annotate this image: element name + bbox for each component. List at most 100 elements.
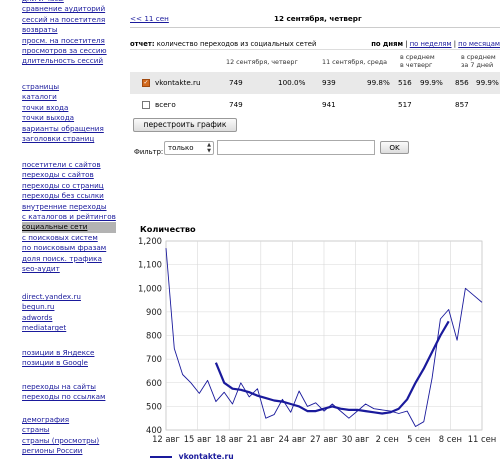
sidebar-link[interactable]: демография: [22, 415, 70, 424]
chart-title: Количество: [140, 224, 196, 234]
sidebar-link[interactable]: внутренние переходы: [22, 201, 107, 211]
sidebar-link[interactable]: с поисковых систем: [22, 232, 98, 242]
sidebar-link[interactable]: каталоги: [22, 92, 57, 102]
sidebar-link[interactable]: доля поиск. трафика: [22, 253, 102, 263]
filter-label: Фильтр:: [134, 148, 164, 156]
sidebar-link[interactable]: с каталогов и рейтингов: [22, 212, 116, 222]
y-tick-label: 1,000: [138, 283, 162, 293]
sidebar-link[interactable]: точки входа: [22, 102, 69, 112]
legend-label: vkontakte.ru: [178, 452, 234, 461]
y-tick-label: 600: [146, 378, 162, 388]
col-header-yesterday: 11 сентября, среда: [322, 58, 388, 66]
x-tick-label: 15 авг: [184, 434, 212, 444]
sidebar-link[interactable]: direct.yandex.ru: [22, 292, 81, 301]
col-header-today: 12 сентября, четверг: [226, 58, 298, 66]
sidebar-link[interactable]: переходы по ссылкам: [22, 392, 106, 402]
prev-day-link[interactable]: << 11 сен: [130, 14, 169, 23]
sidebar-link[interactable]: переходы с сайтов: [22, 170, 94, 180]
sidebar-link[interactable]: страны: [22, 425, 50, 435]
y-tick-label: 900: [146, 307, 162, 317]
main-panel: << 11 сен 12 сентября, четверг отчет: ко…: [130, 0, 500, 463]
y-tick-label: 700: [146, 354, 162, 364]
row-value-today: 749: [229, 78, 243, 87]
sidebar-link[interactable]: позиции в Яндексе: [22, 348, 95, 357]
y-tick-label: 400: [146, 425, 162, 435]
period-modes: по дням | по неделям | по месяцам: [371, 40, 500, 48]
date-bar: << 11 сен 12 сентября, четверг: [130, 8, 500, 28]
table-header: 12 сентября, четверг 11 сентября, среда …: [130, 49, 500, 73]
row-name: vkontakte.ru: [155, 78, 201, 87]
sidebar-link[interactable]: варианты обращения: [22, 123, 104, 133]
sidebar-link[interactable]: сравнение аудиторий: [22, 4, 106, 14]
row-pct-today: 100.0%: [278, 78, 306, 87]
sidebar-group-sources: посетители с сайтов переходы с сайтов пере…: [22, 160, 116, 274]
x-tick-label: 11 сен: [468, 434, 497, 444]
sidebar-link[interactable]: регионы России: [22, 446, 83, 456]
row-value-yesterday: 939: [322, 78, 336, 87]
sidebar-link[interactable]: mediatarget: [22, 323, 67, 333]
report-text: количество переходов из социальных сетей: [156, 40, 317, 48]
sidebar-link[interactable]: по поисковым фразам: [22, 243, 107, 253]
sidebar-group-outbound: переходы на сайты переходы по ссылкам: [22, 382, 105, 403]
row-name: всего: [155, 100, 176, 109]
x-tick-label: 8 сен: [439, 434, 462, 444]
sidebar-link[interactable]: просмотров за сессию: [22, 46, 107, 56]
sidebar-link[interactable]: длительность сессий: [22, 56, 104, 66]
sidebar-link[interactable]: заголовки страниц: [22, 134, 95, 144]
sidebar-link[interactable]: adwords: [22, 312, 53, 322]
rebuild-chart-button[interactable]: перестроить график: [133, 118, 237, 132]
sidebar-group-positions: позиции в Яндексе позиции в Google: [22, 348, 94, 369]
y-tick-label: 1,100: [138, 260, 162, 270]
sidebar-group-pages: страницы каталоги точки входа точки выхода в…: [22, 82, 104, 144]
sidebar-link[interactable]: seo-аудит: [22, 264, 60, 274]
sidebar-link[interactable]: возвраты: [22, 25, 58, 35]
table-row[interactable]: всего 749 941 517 857: [130, 94, 500, 116]
y-tick-label: 500: [146, 401, 162, 411]
select-arrows-icon: ▲ ▼: [207, 142, 211, 154]
row-pct-yesterday: 99.8%: [367, 78, 390, 87]
sidebar-link[interactable]: begun.ru: [22, 302, 55, 312]
sidebar-group-ads: direct.yandex.ru begun.ru adwords mediatarg…: [22, 292, 81, 334]
series-line-vkontakte: [165, 248, 483, 427]
row-value-avg-7days: 856: [455, 78, 469, 87]
sidebar-link[interactable]: сессий на посетителя: [22, 14, 106, 24]
sidebar-link[interactable]: страницы: [22, 82, 60, 91]
mode-separator: |: [453, 40, 456, 48]
sidebar-link[interactable]: дни и часы: [22, 0, 107, 4]
ok-button[interactable]: OK: [380, 141, 409, 154]
x-tick-label: 2 сен: [376, 434, 399, 444]
row-value-avg-weekday: 516: [398, 78, 412, 87]
x-tick-label: 18 авг: [215, 434, 243, 444]
sidebar-link[interactable]: посетители с сайтов: [22, 160, 101, 169]
x-tick-label: 5 сен: [407, 434, 430, 444]
row-pct-avg-weekday: 99.9%: [420, 78, 443, 87]
row-value-yesterday: 941: [322, 100, 336, 109]
row-checkbox[interactable]: ✓: [142, 79, 150, 87]
mode-separator: |: [405, 40, 408, 48]
sidebar-link[interactable]: точки выхода: [22, 113, 75, 123]
mode-weeks[interactable]: по неделям: [409, 40, 452, 48]
row-value-today: 749: [229, 100, 243, 109]
legend-line-icon: [150, 456, 172, 458]
sidebar-link[interactable]: позиции в Google: [22, 358, 88, 368]
sidebar-link[interactable]: переходы без ссылки: [22, 191, 104, 201]
mode-days[interactable]: по дням: [371, 40, 404, 48]
row-value-avg-weekday: 517: [398, 100, 412, 109]
table-row[interactable]: ✓ vkontakte.ru 749 100.0% 939 99.8% 516 …: [130, 72, 500, 94]
row-pct-avg-7days: 99.9%: [476, 78, 499, 87]
report-title: отчет: количество переходов из социальны…: [130, 40, 316, 48]
sidebar-link[interactable]: социальные сети: [22, 222, 116, 233]
col-header-avg-7days-1: в среднем: [461, 53, 496, 61]
filter-input[interactable]: [217, 140, 375, 155]
col-header-avg-weekday-2: в четверг: [400, 61, 433, 69]
row-checkbox[interactable]: [142, 101, 150, 109]
sidebar-link[interactable]: просм. на посетителя: [22, 35, 105, 45]
y-tick-label: 800: [146, 331, 162, 341]
sidebar-link[interactable]: переходы со страниц: [22, 180, 104, 190]
sidebar-link[interactable]: страны (просмотры): [22, 435, 100, 445]
filter-mode-select[interactable]: только ▲ ▼: [164, 141, 214, 155]
mode-months[interactable]: по месяцам: [458, 40, 500, 48]
sidebar-link[interactable]: переходы на сайты: [22, 382, 96, 391]
